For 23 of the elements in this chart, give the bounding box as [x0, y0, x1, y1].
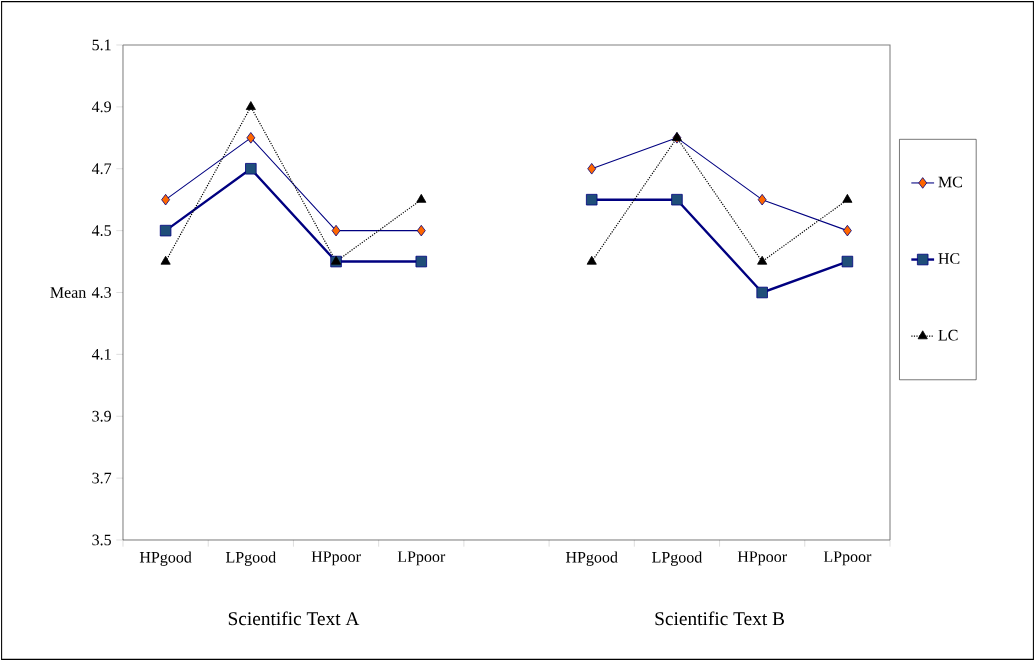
- x-tick-label: LPpoor: [397, 551, 446, 566]
- legend-label: HC: [938, 253, 960, 264]
- y-tick-label: 3.7: [92, 472, 112, 484]
- legend-label: MC: [938, 176, 962, 188]
- text: Scientific Text B: [655, 611, 785, 626]
- text: Scientific Text A: [228, 611, 360, 626]
- legend-label: LC: [938, 329, 958, 341]
- y-tick-label: 4.1: [91, 348, 111, 360]
- x-tick-label: HPgood: [139, 551, 192, 566]
- x-tick-label: LPpoor: [823, 551, 872, 566]
- x-tick-label: LPgood: [225, 551, 276, 566]
- y-tick-label: 4.3: [91, 287, 111, 298]
- x-tick-label: HPpoor: [311, 551, 361, 566]
- y-axis-title: Mean: [50, 287, 87, 298]
- y-tick-label: 3.5: [92, 534, 111, 546]
- x-tick-label: HPgood: [565, 551, 618, 566]
- y-tick-label: 4.5: [91, 225, 111, 237]
- y-tick-label: 5.1: [92, 39, 111, 51]
- y-tick-label: 4.7: [91, 163, 112, 175]
- y-tick-label: 4.9: [91, 101, 111, 113]
- x-tick-label: HPpoor: [737, 551, 787, 566]
- y-tick-label: 3.9: [92, 410, 111, 422]
- x-tick-label: LPgood: [652, 551, 703, 566]
